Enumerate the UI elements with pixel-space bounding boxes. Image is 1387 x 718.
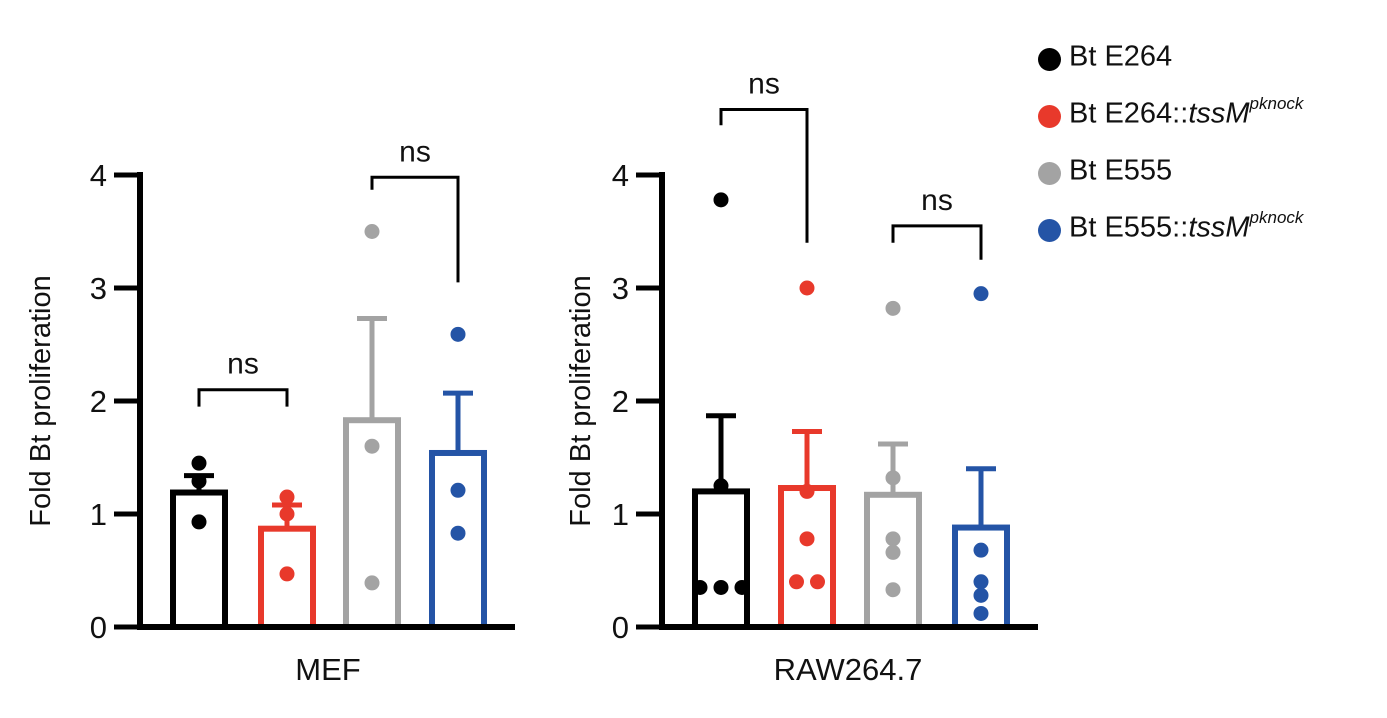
data-point bbox=[279, 489, 295, 505]
data-point bbox=[191, 455, 207, 471]
significance-bracket bbox=[370, 175, 460, 283]
x-axis-label: RAW264.7 bbox=[774, 652, 923, 687]
data-point bbox=[450, 525, 466, 541]
y-tick-label: 0 bbox=[90, 610, 107, 645]
legend-item: Bt E555 bbox=[1038, 152, 1383, 209]
significance-label: ns bbox=[748, 67, 780, 100]
legend-label: Bt E555::tssMpknock bbox=[1069, 208, 1304, 244]
y-tick-label: 4 bbox=[612, 158, 629, 193]
panel-raw264-7: 0 1 2 3 4 Fold Bt proliferation RAW264.7 ns ns bbox=[565, 67, 1038, 687]
data-point bbox=[973, 542, 989, 558]
legend-item: Bt E555::tssMpknock bbox=[1038, 208, 1383, 266]
y-tick-label: 2 bbox=[90, 384, 107, 419]
data-point bbox=[692, 579, 708, 595]
data-point bbox=[450, 326, 466, 342]
significance-label: ns bbox=[227, 348, 259, 381]
x-axis-label: MEF bbox=[295, 652, 360, 687]
data-point bbox=[279, 566, 295, 582]
data-point bbox=[810, 574, 825, 590]
y-tick-label: 2 bbox=[612, 384, 629, 419]
legend-marker bbox=[1038, 162, 1061, 185]
data-point bbox=[885, 300, 901, 316]
significance-label: ns bbox=[921, 184, 953, 217]
data-point bbox=[973, 286, 989, 302]
data-point bbox=[799, 483, 815, 499]
legend-label: Bt E264::tssMpknock bbox=[1069, 94, 1304, 130]
bar bbox=[778, 485, 836, 631]
y-tick-label: 1 bbox=[612, 497, 629, 532]
legend-marker bbox=[1038, 219, 1061, 242]
data-point bbox=[364, 438, 380, 454]
data-point bbox=[799, 531, 815, 547]
y-tick-label: 0 bbox=[612, 610, 629, 645]
data-point bbox=[973, 574, 989, 590]
data-point bbox=[364, 575, 380, 591]
y-axis-label: Fold Bt proliferation bbox=[565, 275, 597, 526]
significance-bracket bbox=[197, 388, 289, 407]
significance-label: ns bbox=[399, 135, 431, 168]
y-tick-label: 4 bbox=[90, 158, 107, 193]
data-point bbox=[191, 514, 207, 530]
legend-marker bbox=[1038, 48, 1061, 71]
bar bbox=[864, 491, 922, 631]
bar bbox=[692, 488, 750, 630]
y-tick-label: 3 bbox=[612, 271, 629, 306]
legend-marker bbox=[1038, 105, 1061, 128]
significance-bracket bbox=[719, 107, 809, 243]
data-point bbox=[799, 280, 815, 296]
data-point bbox=[279, 506, 295, 522]
data-point bbox=[789, 574, 804, 590]
legend-label: Bt E555 bbox=[1069, 154, 1173, 187]
data-point bbox=[885, 470, 901, 486]
y-tick-label: 3 bbox=[90, 271, 107, 306]
data-point bbox=[885, 582, 901, 598]
data-point bbox=[713, 192, 729, 208]
data-point bbox=[885, 544, 901, 560]
data-point bbox=[713, 579, 729, 595]
legend: Bt E264 Bt E264::tssMpknock Bt E555 Bt E… bbox=[1038, 38, 1383, 266]
legend-item: Bt E264::tssMpknock bbox=[1038, 94, 1383, 152]
bar bbox=[170, 489, 228, 630]
legend-item: Bt E264 bbox=[1038, 38, 1383, 95]
data-point bbox=[973, 587, 989, 603]
data-point bbox=[450, 482, 466, 498]
data-point bbox=[734, 579, 750, 595]
data-point bbox=[713, 478, 729, 494]
y-tick-label: 1 bbox=[90, 497, 107, 532]
data-point bbox=[973, 605, 989, 621]
panel-mef: 0 1 2 3 4 Fold Bt proliferation MEF ns ns bbox=[25, 135, 515, 687]
data-point bbox=[364, 224, 380, 239]
data-point bbox=[885, 531, 901, 547]
significance-bracket bbox=[891, 224, 983, 260]
data-point bbox=[191, 473, 207, 489]
y-axis-label: Fold Bt proliferation bbox=[25, 275, 57, 526]
legend-label: Bt E264 bbox=[1069, 40, 1173, 73]
